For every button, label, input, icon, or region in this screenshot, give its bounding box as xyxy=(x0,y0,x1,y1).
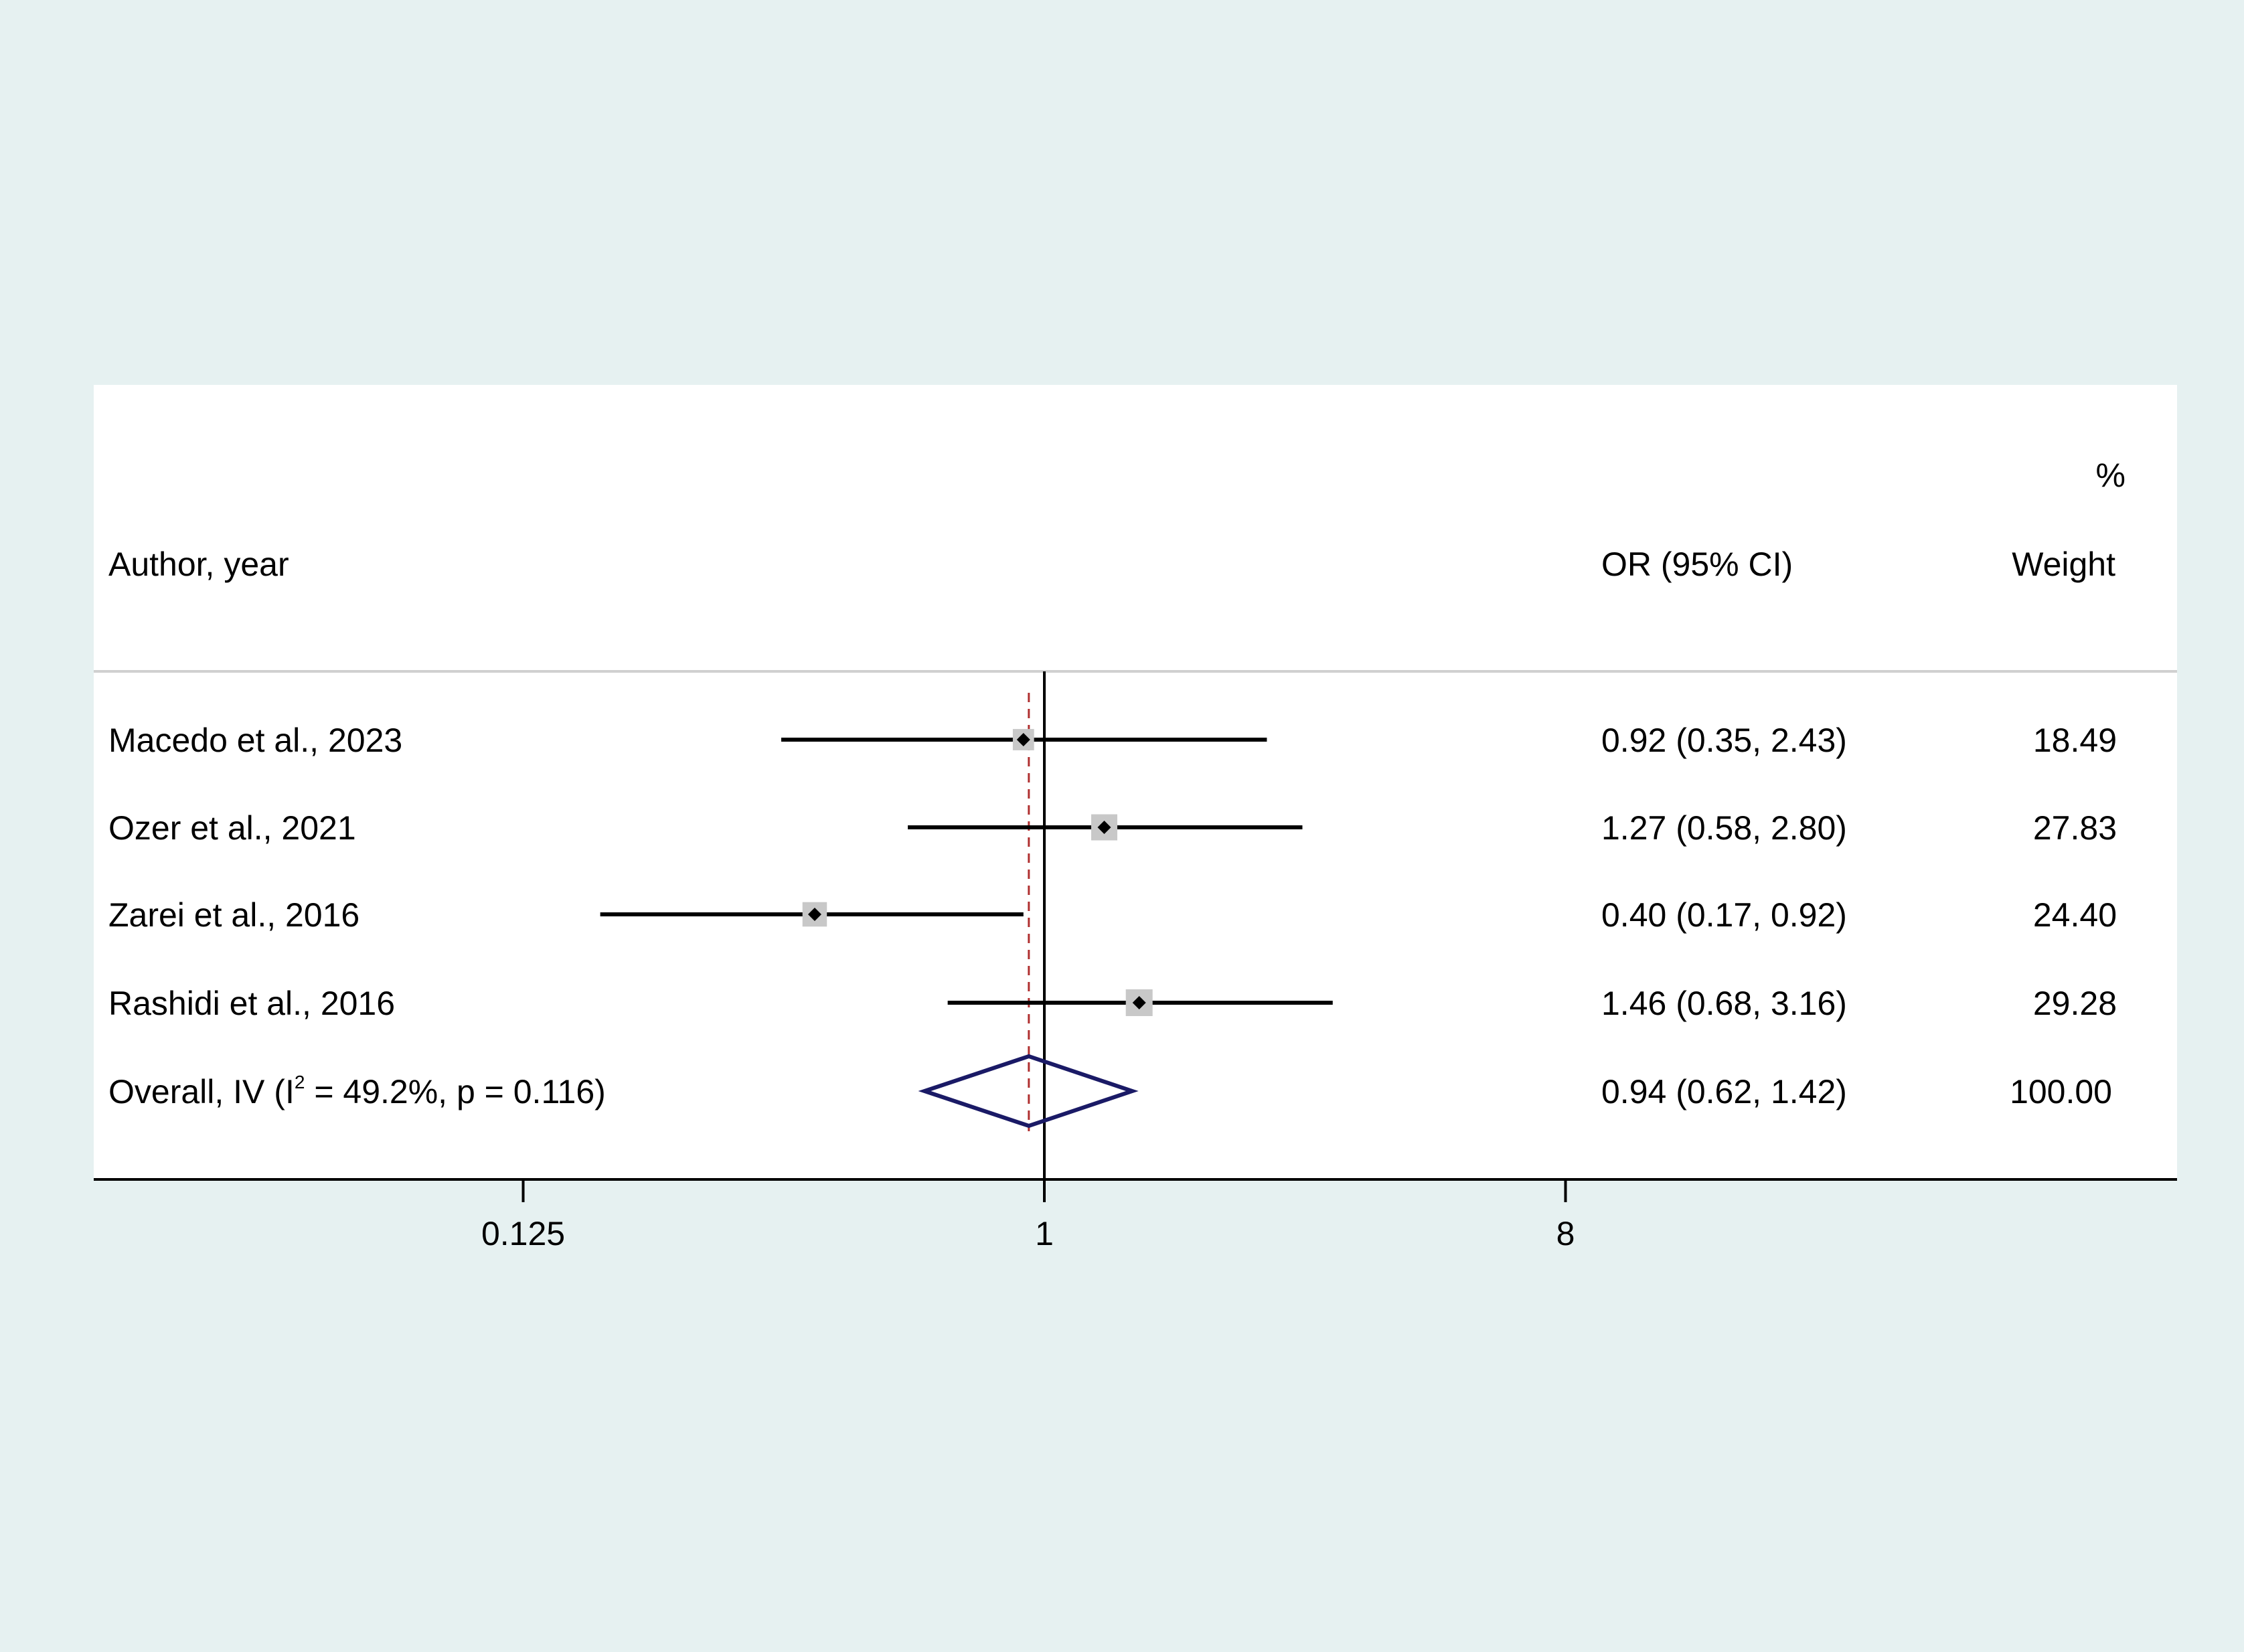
study-3-label: Zarei et al., 2016 xyxy=(108,896,359,934)
study-1-or-ci: 0.92 (0.35, 2.43) xyxy=(1601,722,1847,759)
study-marks xyxy=(600,729,1333,1129)
weight-header-top: % xyxy=(2096,457,2126,494)
study-3-or-ci: 0.40 (0.17, 0.92) xyxy=(1601,896,1847,934)
x-axis: 0.125 1 8 xyxy=(481,1179,1575,1252)
study-4-weight: 29.28 xyxy=(2033,985,2117,1022)
overall-diamond xyxy=(918,1054,1139,1129)
study-4-point-estimate xyxy=(1132,996,1146,1009)
study-3-weight: 24.40 xyxy=(2033,896,2117,934)
study-1-point-estimate xyxy=(1016,733,1030,746)
study-2-label: Ozer et al., 2021 xyxy=(108,809,356,847)
study-4-label: Rashidi et al., 2016 xyxy=(108,985,395,1022)
study-4-or-ci: 1.46 (0.68, 3.16) xyxy=(1601,985,1847,1022)
overall-weight: 100.00 xyxy=(2010,1073,2112,1110)
overall-label: Overall, IV (I2 = 49.2%, p = 0.116) xyxy=(108,1072,606,1110)
study-1-weight: 18.49 xyxy=(2033,722,2117,759)
study-3-point-estimate xyxy=(807,908,821,921)
x-tick-label-1: 0.125 xyxy=(481,1215,565,1252)
plot-background xyxy=(94,385,2177,1178)
x-tick-label-2: 1 xyxy=(1035,1215,1054,1252)
study-2-weight: 27.83 xyxy=(2033,809,2117,847)
study-2-point-estimate xyxy=(1097,821,1111,834)
overall-or-ci: 0.94 (0.62, 1.42) xyxy=(1601,1073,1847,1110)
study-2-or-ci: 1.27 (0.58, 2.80) xyxy=(1601,809,1847,847)
x-tick-label-3: 8 xyxy=(1556,1215,1575,1252)
row-labels: Macedo et al., 2023 0.92 (0.35, 2.43) 18.4… xyxy=(108,722,2117,1110)
reference-lines xyxy=(1028,671,1046,1179)
effect-column-header: OR (95% CI) xyxy=(1601,546,1793,583)
study-column-header: Author, year xyxy=(108,546,289,583)
weight-header-bottom: Weight xyxy=(2012,546,2115,583)
study-1-label: Macedo et al., 2023 xyxy=(108,722,402,759)
